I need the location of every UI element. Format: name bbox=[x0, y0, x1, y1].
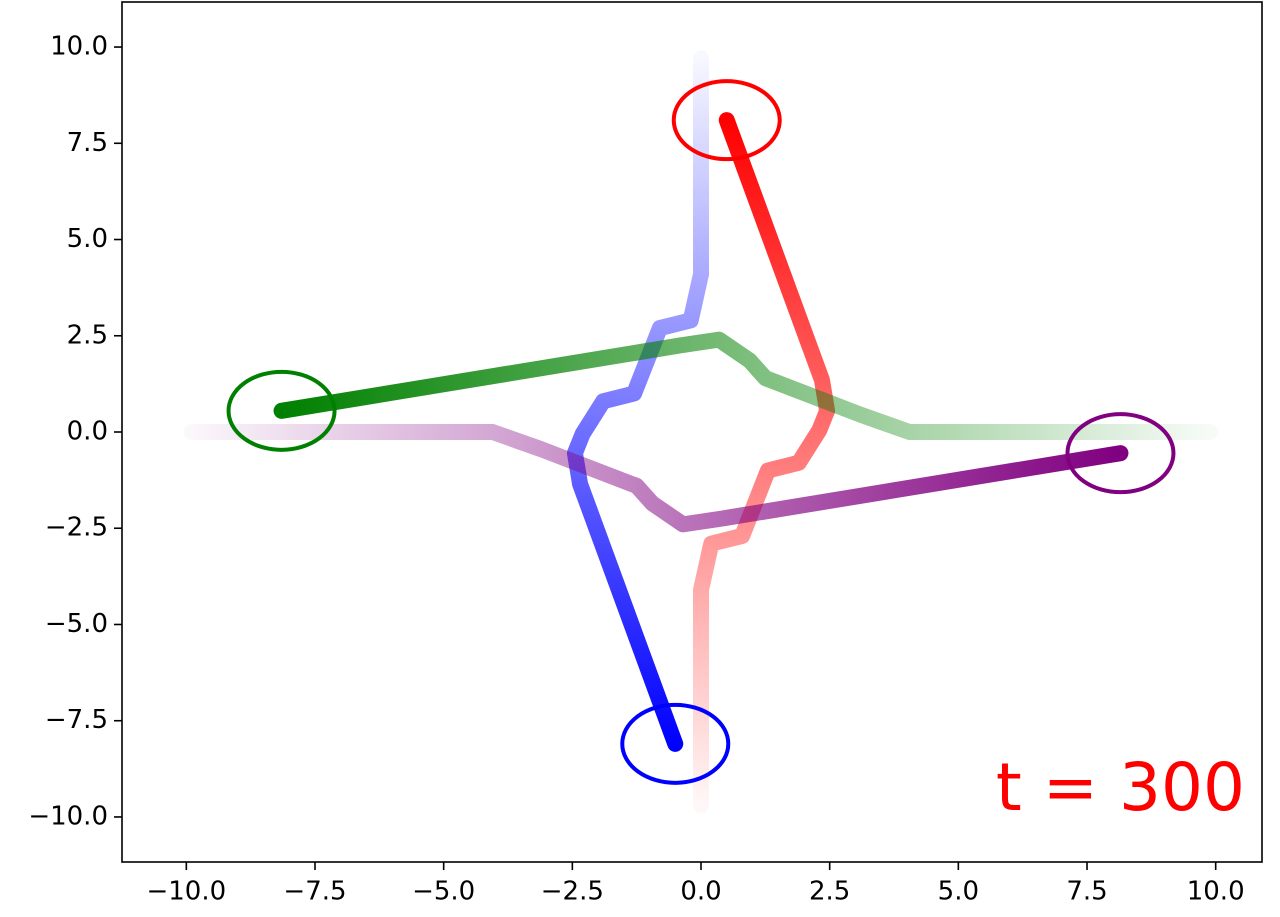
trajectory bbox=[273, 331, 1219, 440]
trajectory bbox=[693, 112, 836, 814]
endpoint-circle bbox=[226, 369, 337, 452]
x-tick-label: −5.0 bbox=[412, 877, 475, 907]
y-tick-label: −5.0 bbox=[45, 609, 108, 639]
trajectory bbox=[566, 50, 710, 752]
y-tick-label: 5.0 bbox=[67, 224, 108, 254]
y-tick-label: 10.0 bbox=[50, 32, 108, 62]
endpoint-circle bbox=[1065, 412, 1176, 495]
x-tick-label: 2.5 bbox=[809, 877, 850, 907]
plot-area bbox=[183, 50, 1219, 814]
x-tick-label: 0.0 bbox=[680, 877, 721, 907]
y-tick-label: 0.0 bbox=[67, 417, 108, 447]
time-annotation: t = 300 bbox=[996, 749, 1245, 826]
endpoint-circle bbox=[620, 702, 731, 785]
x-tick-label: 10.0 bbox=[1187, 877, 1245, 907]
x-tick-label: −10.0 bbox=[146, 877, 226, 907]
y-tick-label: −2.5 bbox=[45, 513, 108, 543]
trajectory bbox=[183, 424, 1129, 533]
x-tick-label: −2.5 bbox=[541, 877, 604, 907]
y-tick-label: 7.5 bbox=[67, 128, 108, 158]
endpoint-circle bbox=[671, 79, 782, 162]
y-tick-label: −10.0 bbox=[28, 801, 108, 831]
x-tick-label: 7.5 bbox=[1066, 877, 1107, 907]
y-tick-label: 2.5 bbox=[67, 320, 108, 350]
y-tick-label: −7.5 bbox=[45, 705, 108, 735]
x-tick-label: −7.5 bbox=[283, 877, 346, 907]
x-tick-label: 5.0 bbox=[938, 877, 979, 907]
